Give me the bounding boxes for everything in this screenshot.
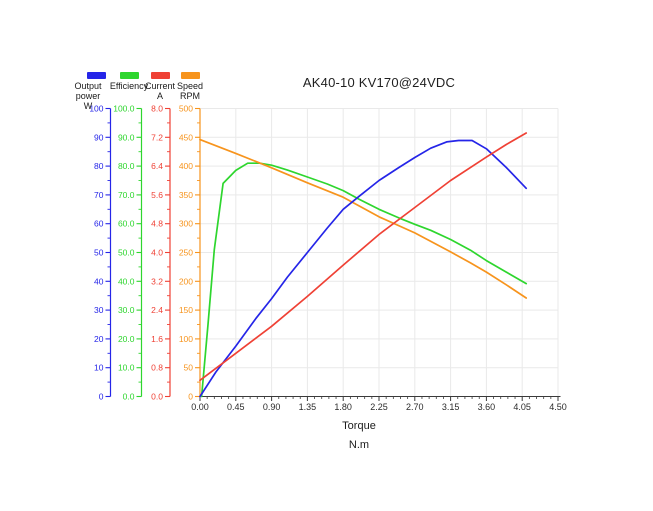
legend-label-speed: Speed: [176, 81, 204, 91]
x-axis-title: Torque N.m: [180, 417, 538, 455]
y-tick-label-current: 8.0: [151, 104, 163, 114]
y-axis-power: 0 10 20 30 40 50 60 70 80 90 100: [89, 104, 112, 402]
y-tick-label-current: 0.0: [151, 392, 163, 402]
y-tick-label-speed: 200: [179, 276, 193, 286]
y-tick-label-current: 6.4: [151, 161, 163, 171]
y-axis-speed: 0 50 100 150 200 250 300 350 400 450 500: [179, 104, 201, 402]
series-line-speed: [199, 138, 528, 299]
y-tick-label-speed: 150: [179, 305, 193, 315]
legend: Output power W Efficiency Current A Speed RPM: [0, 0, 653, 120]
x-tick-label: 4.05: [513, 402, 531, 412]
grid: [200, 108, 559, 397]
legend-label-output-power: Output: [74, 81, 102, 91]
x-axis: 0.00 0.45 0.90 1.35 1.80 2.25 2.70 3.15 3.60 4.05…: [191, 395, 567, 412]
series-line-current: [199, 132, 528, 382]
y-tick-label-efficiency: 70.0: [118, 190, 135, 200]
legend-label-speed: RPM: [180, 91, 200, 101]
speed-legend-swatch: [180, 72, 200, 79]
efficiency-legend-swatch: [119, 72, 139, 79]
y-tick-label-current: 7.2: [151, 132, 163, 142]
legend-label-output-power: W: [83, 101, 93, 111]
y-tick-label-current: 2.4: [151, 305, 163, 315]
y-tick-label-current: 3.2: [151, 276, 163, 286]
y-tick-label-efficiency: 50.0: [118, 248, 135, 258]
y-tick-label-speed: 50: [184, 363, 194, 373]
legend-item-speed: Speed RPM: [168, 72, 212, 101]
y-tick-label-power: 90: [94, 132, 104, 142]
y-tick-label-power: 40: [94, 276, 104, 286]
y-tick-label-power: 70: [94, 190, 104, 200]
y-tick-label-efficiency: 10.0: [118, 363, 135, 373]
y-tick-label-speed: 350: [179, 190, 193, 200]
y-tick-label-speed: 450: [179, 132, 193, 142]
x-tick-label: 3.15: [442, 402, 460, 412]
output-power-legend-swatch: [86, 72, 106, 79]
y-tick-label-current: 4.0: [151, 248, 163, 258]
x-tick-label: 0.00: [191, 402, 209, 412]
y-tick-label-current: 1.6: [151, 334, 163, 344]
y-tick-label-efficiency: 20.0: [118, 334, 135, 344]
x-tick-label: 2.25: [370, 402, 388, 412]
x-tick-label: 3.60: [478, 402, 496, 412]
y-tick-label-speed: 100: [179, 334, 193, 344]
y-tick-label-speed: 500: [179, 104, 193, 114]
series-line-power: [199, 139, 528, 398]
legend-label-current: A: [156, 91, 163, 101]
x-tick-label: 1.35: [299, 402, 317, 412]
y-tick-label-efficiency: 40.0: [118, 276, 135, 286]
x-tick-label: 4.50: [549, 402, 567, 412]
y-axis-current: 0.0 0.8 1.6 2.4 3.2 4.0 4.8 5.6 6.4 7.2 8.0: [151, 104, 171, 402]
legend-item-output-power: Output power W: [64, 72, 112, 111]
y-tick-label-power: 30: [94, 305, 104, 315]
y-tick-label-power: 50: [94, 248, 104, 258]
x-axis-title-line2: N.m: [348, 439, 370, 451]
x-tick-label: 2.70: [406, 402, 424, 412]
y-tick-label-efficiency: 90.0: [118, 132, 135, 142]
y-tick-label-current: 0.8: [151, 363, 163, 373]
current-legend-swatch: [150, 72, 170, 79]
x-tick-label: 0.45: [227, 402, 245, 412]
legend-label-current: Current: [144, 81, 175, 91]
x-axis-title-line1: Torque: [342, 420, 376, 432]
y-tick-label-efficiency: 30.0: [118, 305, 135, 315]
y-tick-label-power: 60: [94, 219, 104, 229]
y-tick-label-power: 100: [89, 104, 103, 114]
y-tick-label-power: 80: [94, 161, 104, 171]
y-tick-label-speed: 250: [179, 248, 193, 258]
series-line-efficiency: [200, 162, 528, 398]
legend-item-current: Current A: [138, 72, 182, 101]
y-tick-label-current: 4.8: [151, 219, 163, 229]
y-tick-label-speed: 400: [179, 161, 193, 171]
legend-item-efficiency: Efficiency: [105, 72, 153, 91]
y-tick-label-power: 20: [94, 334, 104, 344]
y-tick-label-efficiency: 100.0: [113, 104, 135, 114]
y-tick-label-efficiency: 0.0: [123, 392, 135, 402]
y-tick-label-current: 5.6: [151, 190, 163, 200]
x-tick-label: 1.80: [334, 402, 352, 412]
legend-label-output-power: power: [75, 91, 101, 101]
x-tick-label: 0.90: [263, 402, 281, 412]
y-tick-label-efficiency: 60.0: [118, 219, 135, 229]
y-axis-efficiency: 0.0 10.0 20.0 30.0 40.0 50.0 60.0 70.0 80.0 90.0 1…: [113, 104, 143, 402]
y-tick-label-speed: 0: [188, 392, 193, 402]
y-tick-label-efficiency: 80.0: [118, 161, 135, 171]
y-tick-label-speed: 300: [179, 219, 193, 229]
y-tick-label-power: 10: [94, 363, 104, 373]
chart-title: AK40-10 KV170@24VDC: [302, 75, 456, 90]
y-tick-label-power: 0: [99, 392, 104, 402]
legend-label-efficiency: Efficiency: [109, 81, 149, 91]
